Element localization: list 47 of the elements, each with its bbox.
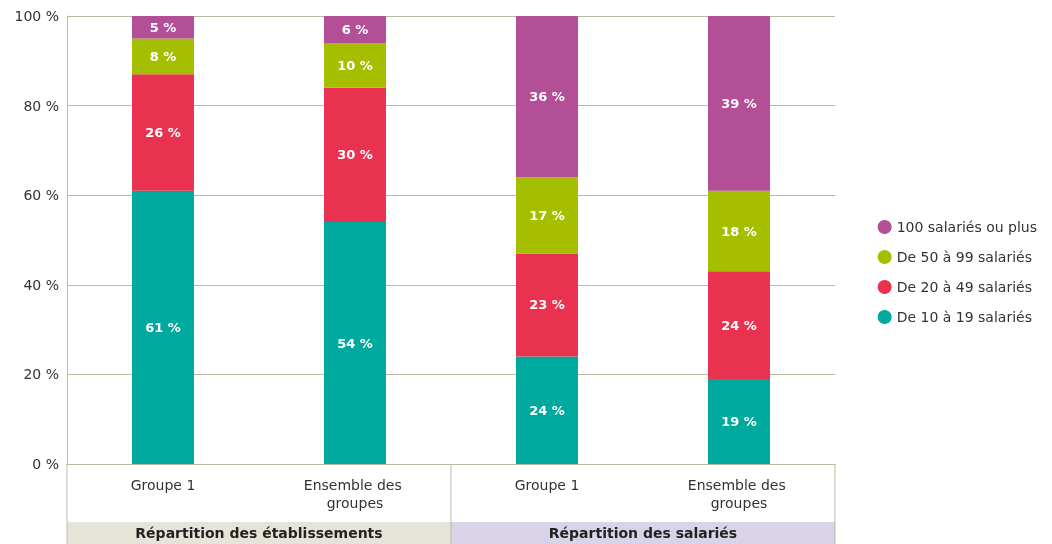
bar bbox=[132, 38, 194, 75]
y-tick-label: 20 % bbox=[23, 366, 59, 383]
data-label: 24 % bbox=[721, 317, 757, 333]
y-tick-label: 80 % bbox=[23, 97, 59, 114]
bar bbox=[324, 16, 386, 43]
data-label: 23 % bbox=[529, 297, 565, 313]
data-label: 26 % bbox=[145, 124, 181, 140]
bar bbox=[516, 356, 578, 464]
text: Répartition des salariés bbox=[548, 525, 738, 541]
text: Répartition des établissements bbox=[135, 525, 383, 541]
legend-label: De 50 à 99 salariés bbox=[896, 249, 1032, 265]
data-label: 18 % bbox=[721, 223, 757, 239]
x-tick-label: Groupe 1 bbox=[130, 477, 196, 493]
data-label: 19 % bbox=[721, 413, 757, 429]
data-label: 61 % bbox=[145, 319, 181, 335]
bar bbox=[708, 16, 770, 191]
bar bbox=[516, 16, 578, 178]
x-tick-label: Ensemble des groupes bbox=[303, 477, 407, 511]
bar bbox=[324, 222, 386, 464]
data-label: 10 % bbox=[337, 57, 373, 73]
x-tick-label: Ensemble des groupes bbox=[687, 477, 791, 511]
y-tick-label: 100 % bbox=[14, 8, 59, 24]
bar bbox=[132, 74, 194, 191]
x-tick-label: Groupe 1 bbox=[514, 477, 580, 493]
data-label: 36 % bbox=[529, 89, 565, 105]
bar bbox=[708, 190, 770, 272]
bar bbox=[708, 271, 770, 379]
y-tick-label: 60 % bbox=[23, 187, 59, 204]
data-label: 24 % bbox=[529, 402, 565, 418]
y-tick-label: 0 % bbox=[32, 456, 59, 472]
data-label: 54 % bbox=[337, 335, 373, 351]
bar bbox=[516, 177, 578, 254]
y-tick-label: 40 % bbox=[23, 276, 59, 293]
bar bbox=[324, 87, 386, 223]
bar bbox=[132, 190, 194, 464]
legend-label: De 10 à 19 salariés bbox=[896, 309, 1032, 325]
data-label: 8 % bbox=[149, 48, 177, 64]
bar bbox=[324, 42, 386, 88]
data-label: 30 % bbox=[337, 147, 373, 163]
legend-label: 100 salariés ou plus bbox=[896, 219, 1038, 235]
bar bbox=[708, 378, 770, 464]
legend-label: De 20 à 49 salariés bbox=[896, 279, 1032, 295]
data-label: 6 % bbox=[341, 21, 369, 37]
bar bbox=[516, 253, 578, 357]
data-label: 5 % bbox=[149, 19, 177, 35]
data-label: 17 % bbox=[529, 207, 565, 223]
data-label: 39 % bbox=[721, 95, 757, 111]
